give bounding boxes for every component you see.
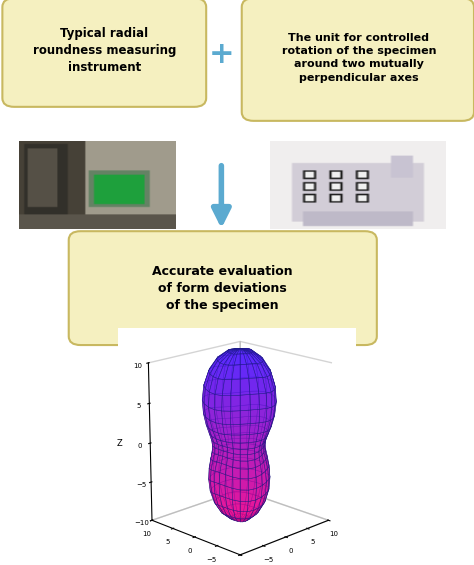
Text: +: + <box>209 40 235 69</box>
FancyBboxPatch shape <box>69 231 377 345</box>
FancyBboxPatch shape <box>2 0 206 107</box>
FancyBboxPatch shape <box>242 0 474 121</box>
Text: The unit for controlled
rotation of the specimen
around two mutually
perpendicul: The unit for controlled rotation of the … <box>282 33 436 82</box>
Text: Accurate evaluation
of form deviations
of the specimen: Accurate evaluation of form deviations o… <box>153 266 293 312</box>
Text: Typical radial
roundness measuring
instrument: Typical radial roundness measuring instr… <box>33 27 176 74</box>
